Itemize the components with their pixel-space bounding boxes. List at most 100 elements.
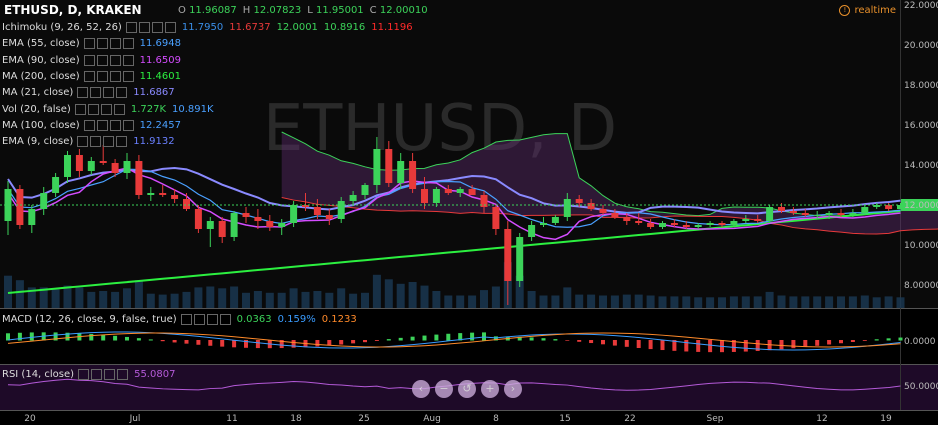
candle (230, 211, 238, 241)
indicator-controls[interactable] (180, 314, 231, 325)
eye-icon[interactable] (83, 54, 95, 66)
macd-histogram-bar (208, 340, 213, 346)
candle-body (670, 223, 678, 225)
candle-body (647, 223, 655, 227)
indicator-legend[interactable]: Ichimoku (9, 26, 52, 26) 11.7950 11.6737 12… (2, 22, 419, 33)
close-icon[interactable] (206, 314, 218, 325)
indicator-controls[interactable] (83, 70, 134, 82)
indicator-legend[interactable]: EMA (55, close) 11.6948 (2, 38, 187, 50)
scroll-right-button[interactable]: › (504, 380, 522, 398)
more-icon[interactable] (116, 87, 128, 99)
more-icon[interactable] (116, 136, 128, 148)
indicator-legend[interactable]: EMA (9, close) 11.9132 (2, 136, 181, 148)
settings-icon[interactable] (96, 54, 108, 66)
volume-bar (206, 286, 215, 308)
close-icon[interactable] (100, 103, 112, 115)
realtime-indicator[interactable]: ! realtime (839, 5, 896, 16)
ohlc-readout: O 11.96087 H 12.07823 L 11.95001 C 12.00010 (178, 5, 434, 16)
rsi-legend[interactable]: RSI (14, close) 55.0807 (2, 369, 181, 380)
settings-icon[interactable] (193, 314, 205, 325)
eye-icon[interactable] (83, 119, 95, 131)
candle-body (623, 217, 631, 221)
eye-icon[interactable] (77, 136, 89, 148)
indicator-legend[interactable]: EMA (90, close) 11.6509 (2, 54, 187, 66)
macd-histogram-bar (279, 340, 284, 349)
more-icon[interactable] (219, 314, 231, 325)
more-icon[interactable] (113, 103, 125, 115)
more-icon[interactable] (117, 369, 129, 380)
rsi-line (7, 378, 901, 391)
close-icon[interactable] (109, 70, 121, 82)
candle (171, 189, 179, 203)
indicator-value: 11.6867 (133, 87, 175, 99)
indicator-controls[interactable] (74, 103, 125, 115)
candle-body (528, 225, 536, 237)
indicator-legend[interactable]: Vol (20, false) 1.727K 10.891K (2, 103, 220, 115)
candle-body (635, 221, 643, 223)
indicator-controls[interactable] (83, 38, 134, 50)
volume-bar (741, 296, 750, 308)
close-icon[interactable] (109, 119, 121, 131)
candle-body (171, 195, 179, 199)
eye-icon[interactable] (78, 369, 90, 380)
more-icon[interactable] (122, 70, 134, 82)
indicator-legend[interactable]: MA (100, close) 12.2457 (2, 119, 187, 131)
macd-histogram-bar (850, 340, 855, 342)
macd-histogram-bar (839, 340, 843, 344)
settings-icon[interactable] (87, 103, 99, 115)
settings-icon[interactable] (96, 38, 108, 50)
close-icon[interactable] (109, 54, 121, 66)
indicator-controls[interactable] (83, 54, 134, 66)
candle-body (278, 223, 286, 227)
close-icon[interactable] (104, 369, 116, 380)
settings-icon[interactable] (96, 70, 108, 82)
close-icon[interactable] (151, 22, 163, 33)
zoom-out-button[interactable]: − (435, 380, 453, 398)
more-icon[interactable] (122, 119, 134, 131)
indicator-controls[interactable] (78, 369, 129, 380)
settings-icon[interactable] (96, 119, 108, 131)
macd-histogram-bar (577, 340, 582, 342)
macd-histogram-bar (363, 340, 367, 343)
reset-button[interactable]: ↺ (458, 380, 476, 398)
macd-histogram-bar (529, 337, 534, 341)
macd-legend[interactable]: MACD (12, 26, close, 9, false, true) 0.03… (2, 314, 363, 325)
settings-icon[interactable] (90, 136, 102, 148)
eye-icon[interactable] (83, 38, 95, 50)
chart-title[interactable]: ETHUSD, D, KRAKEN (4, 3, 142, 17)
settings-icon[interactable] (91, 369, 103, 380)
macd-histogram-bar (327, 340, 332, 346)
indicator-legend[interactable]: MA (21, close) 11.6867 (2, 87, 181, 99)
candle-body (444, 189, 452, 193)
indicator-controls[interactable] (77, 136, 128, 148)
more-icon[interactable] (122, 38, 134, 50)
indicator-controls[interactable] (83, 119, 134, 131)
macd-histogram-bar (779, 340, 784, 350)
candle (123, 153, 131, 179)
scroll-left-button[interactable]: ‹ (412, 380, 430, 398)
indicator-controls[interactable] (77, 87, 128, 99)
close-icon[interactable] (103, 87, 115, 99)
settings-icon[interactable] (138, 22, 150, 33)
close-icon[interactable] (109, 38, 121, 50)
macd-histogram-bar (565, 340, 570, 341)
candle (52, 173, 60, 197)
indicator-controls[interactable] (125, 22, 176, 33)
eye-icon[interactable] (83, 70, 95, 82)
eye-icon[interactable] (125, 22, 137, 33)
volume-bar (51, 289, 60, 308)
more-icon[interactable] (164, 22, 176, 33)
candle-body (861, 207, 869, 213)
more-icon[interactable] (122, 54, 134, 66)
eye-icon[interactable] (77, 87, 89, 99)
zoom-in-button[interactable]: + (481, 380, 499, 398)
volume-bar (872, 297, 881, 308)
close-icon[interactable] (103, 136, 115, 148)
eye-icon[interactable] (74, 103, 86, 115)
eye-icon[interactable] (180, 314, 192, 325)
indicator-legend[interactable]: MA (200, close) 11.4601 (2, 70, 187, 82)
macd-tick-label: 0.0000 (904, 337, 936, 347)
macd-histogram-bar (791, 340, 796, 349)
settings-icon[interactable] (90, 87, 102, 99)
